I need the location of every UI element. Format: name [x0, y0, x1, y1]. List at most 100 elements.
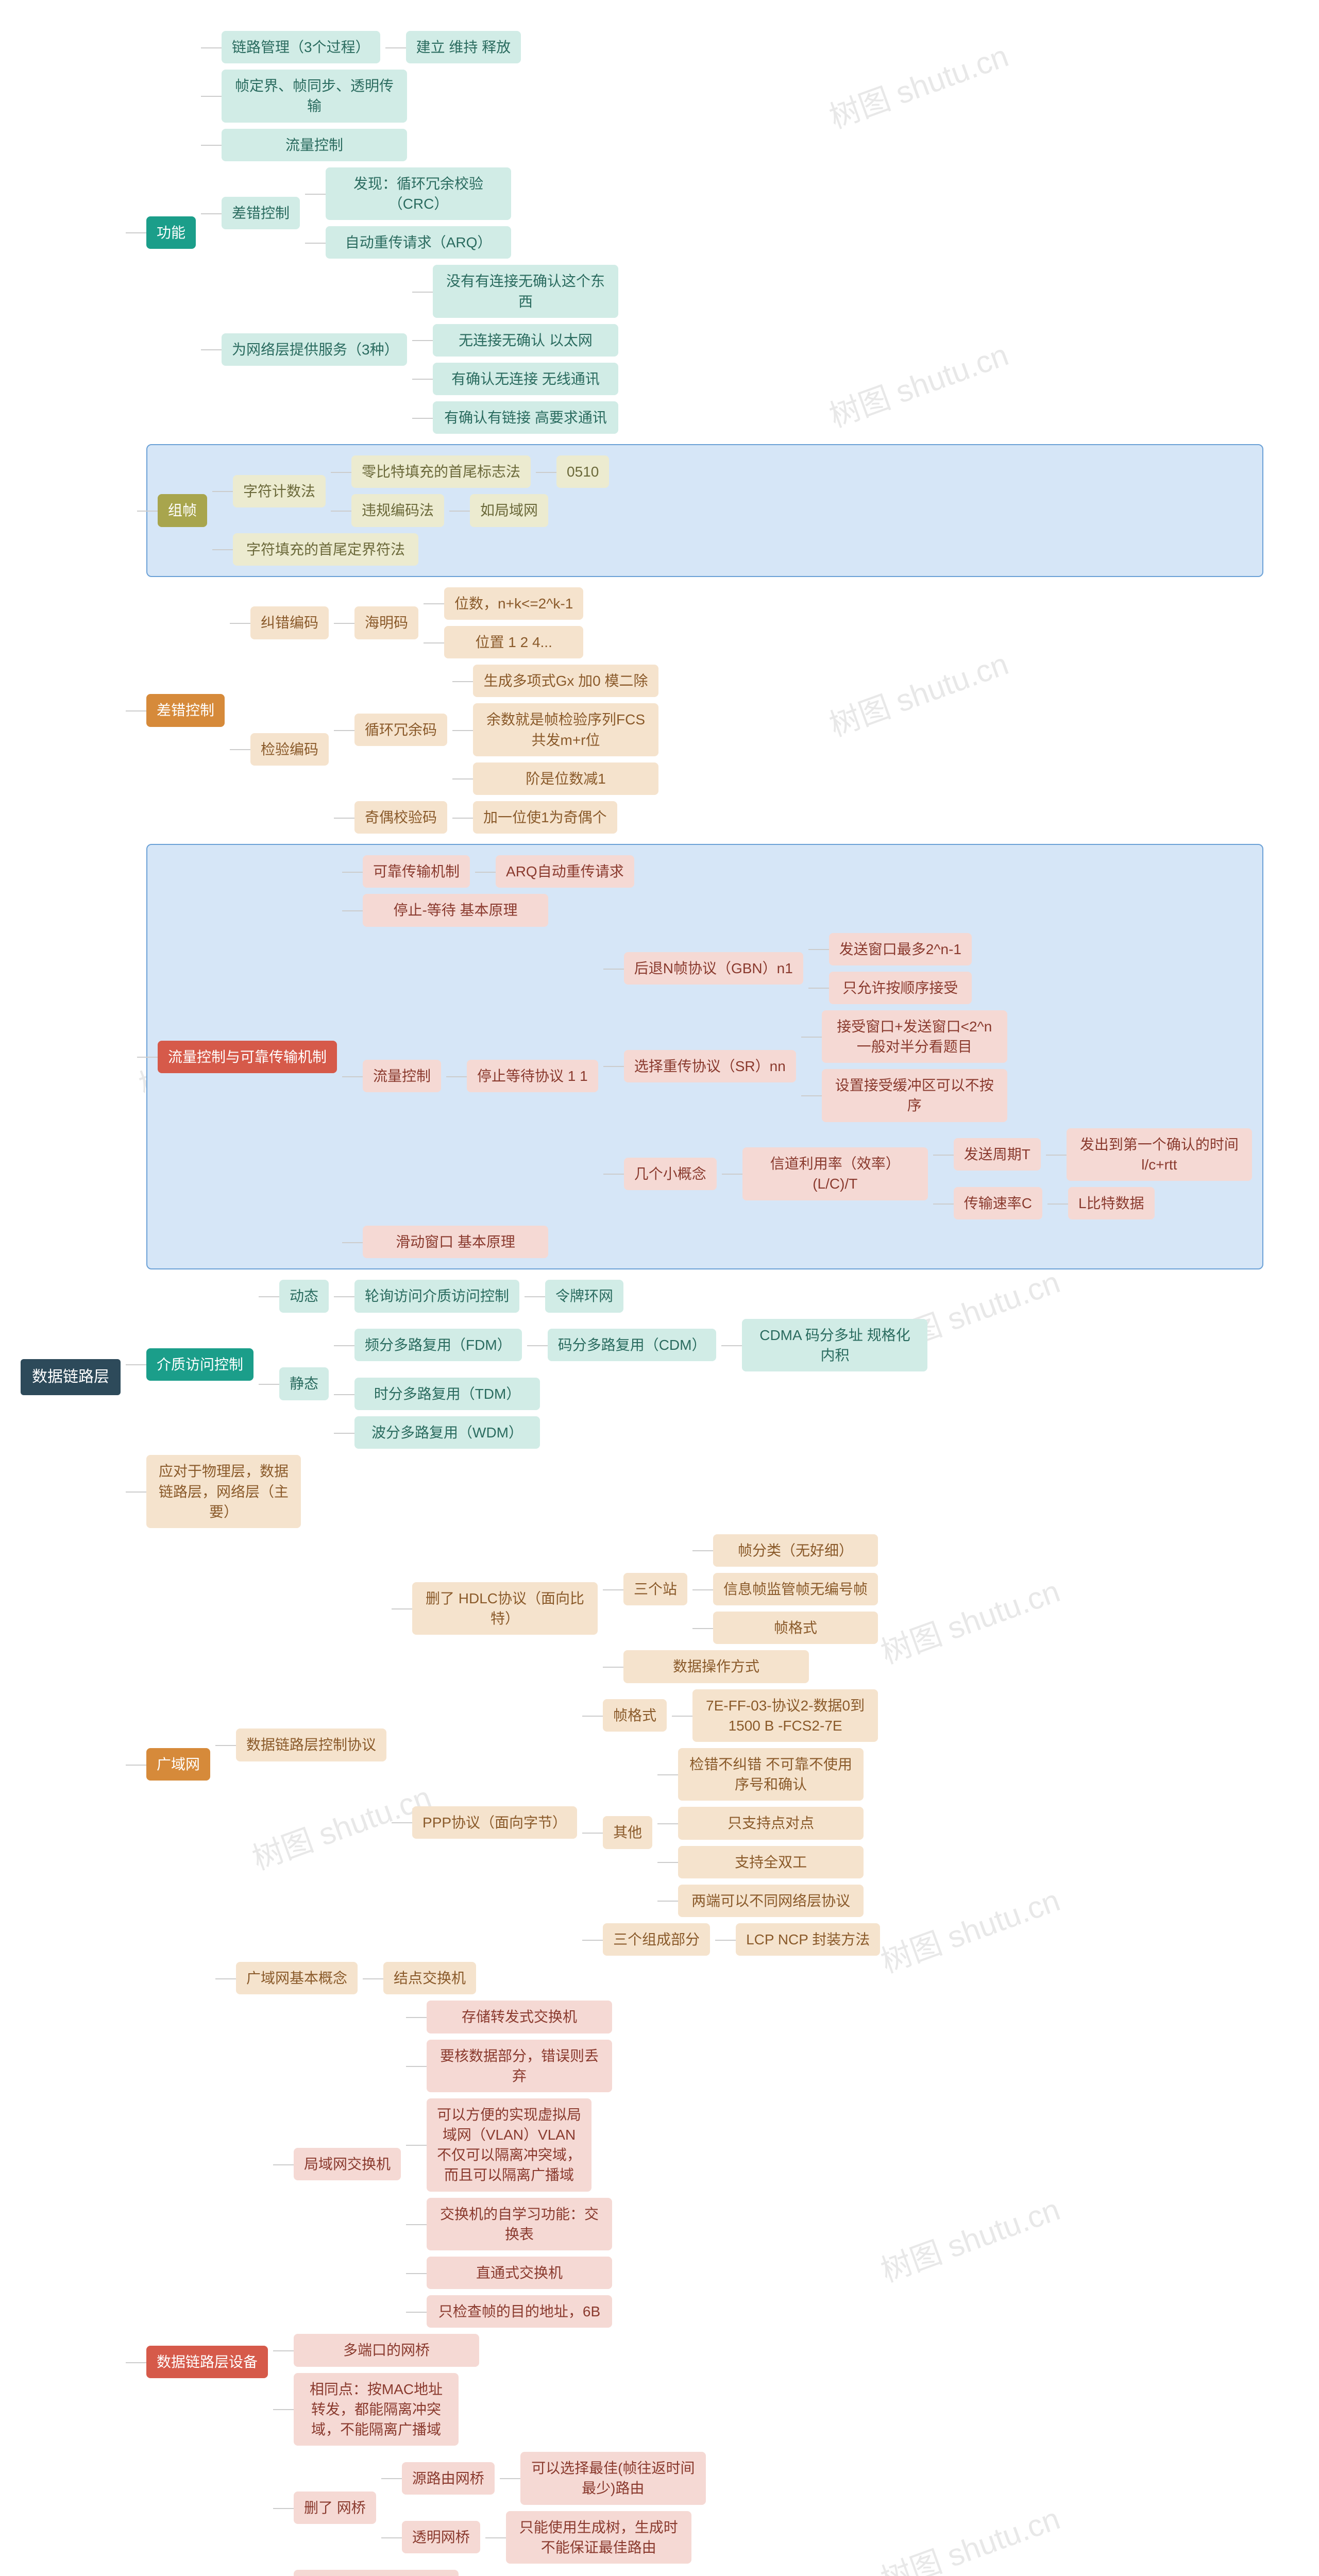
leaf[interactable]: 信道利用率（效率）(L/C)/T	[742, 1147, 928, 1200]
leaf[interactable]: 帧定界、帧同步、透明传输	[222, 70, 407, 122]
leaf[interactable]: 无连接无确认 以太网	[433, 324, 618, 357]
leaf[interactable]: 频分多路复用（FDM）	[354, 1329, 522, 1361]
leaf[interactable]: 静态	[279, 1367, 329, 1400]
leaf[interactable]: 帧格式	[713, 1612, 878, 1644]
leaf[interactable]: LCP NCP 封装方法	[736, 1923, 880, 1956]
leaf[interactable]: 流量控制	[363, 1060, 441, 1092]
leaf[interactable]: 字符计数法	[233, 475, 326, 507]
leaf[interactable]: 字符填充的首尾定界符法	[233, 533, 418, 566]
leaf[interactable]: 三个站	[623, 1573, 687, 1605]
node-devices[interactable]: 数据链路层设备	[146, 2346, 268, 2378]
leaf[interactable]: 轮询访问介质访问控制	[354, 1280, 519, 1312]
leaf[interactable]: 位置 1 2 4...	[444, 626, 583, 658]
leaf[interactable]: 发送周期T	[954, 1138, 1041, 1171]
leaf[interactable]: 奇偶校验码	[354, 801, 447, 834]
leaf[interactable]: PPP协议（面向字节）	[412, 1806, 577, 1839]
leaf[interactable]: 发现：循环冗余校验（CRC）	[326, 167, 511, 220]
leaf[interactable]: 信息帧监管帧无编号帧	[713, 1573, 878, 1605]
branch-wan: 应对于物理层，数据链路层，网络层（主要） 广域网 数据链路层控制协议 删了 HD…	[146, 1455, 1263, 1994]
leaf[interactable]: 工作在MAC子层处理数据对象是帧具有存储转发功能（所以可以连接不同协议的网段）只…	[294, 2570, 459, 2576]
leaf[interactable]: 支持全双工	[678, 1846, 864, 1878]
leaf[interactable]: 设置接受缓冲区可以不按序	[822, 1069, 1007, 1122]
leaf[interactable]: 码分多路复用（CDM）	[548, 1329, 717, 1361]
leaf[interactable]: 加一位使1为奇偶个	[473, 801, 617, 834]
leaf[interactable]: 循环冗余码	[354, 714, 447, 746]
leaf[interactable]: ARQ自动重传请求	[496, 855, 634, 888]
leaf[interactable]: 阶是位数减1	[473, 762, 658, 795]
leaf[interactable]: 停止等待协议 1 1	[467, 1060, 598, 1092]
leaf[interactable]: 删了 网桥	[294, 2492, 376, 2524]
leaf[interactable]: 发送窗口最多2^n-1	[829, 933, 972, 965]
leaf[interactable]: 源路由网桥	[402, 2462, 495, 2495]
leaf[interactable]: 帧格式	[603, 1699, 667, 1732]
leaf[interactable]: 令牌环网	[545, 1280, 623, 1312]
leaf[interactable]: L比特数据	[1068, 1187, 1155, 1219]
node-flow-reliable[interactable]: 流量控制与可靠传输机制	[158, 1041, 337, 1073]
leaf[interactable]: 可以方便的实现虚拟局域网（VLAN）VLAN不仅可以隔离冲突域，而且可以隔离广播…	[427, 2098, 591, 2192]
leaf[interactable]: 时分多路复用（TDM）	[354, 1378, 540, 1410]
leaf[interactable]: 生成多项式Gx 加0 模二除	[473, 665, 658, 697]
leaf[interactable]: 选择重传协议（SR）nn	[624, 1050, 796, 1082]
leaf[interactable]: 为网络层提供服务（3种）	[222, 333, 407, 366]
leaf[interactable]: 滑动窗口 基本原理	[363, 1226, 548, 1258]
leaf[interactable]: 建立 维持 释放	[406, 31, 521, 63]
node-error-control[interactable]: 差错控制	[146, 694, 225, 726]
leaf[interactable]: CDMA 码分多址 规格化内积	[742, 1319, 927, 1371]
leaf[interactable]: 检验编码	[250, 733, 329, 766]
leaf[interactable]: 后退N帧协议（GBN）n1	[624, 952, 803, 985]
leaf[interactable]: 海明码	[354, 606, 418, 639]
leaf[interactable]: 可以选择最佳(帧往返时间最少)路由	[520, 2452, 706, 2504]
leaf[interactable]: 违规编码法	[351, 494, 444, 527]
leaf[interactable]: 只能使用生成树，生成时不能保证最佳路由	[506, 2511, 691, 2564]
node-framing[interactable]: 组帧	[158, 494, 207, 527]
leaf[interactable]: 0510	[556, 455, 609, 488]
node-functions[interactable]: 功能	[146, 216, 196, 249]
leaf[interactable]: 自动重传请求（ARQ）	[326, 226, 511, 259]
leaf[interactable]: 检错不纠错 不可靠不使用序号和确认	[678, 1748, 864, 1801]
leaf[interactable]: 应对于物理层，数据链路层，网络层（主要）	[146, 1455, 301, 1528]
leaf[interactable]: 相同点：按MAC地址转发，都能隔离冲突域，不能隔离广播域	[294, 2373, 459, 2446]
leaf[interactable]: 波分多路复用（WDM）	[354, 1416, 540, 1449]
leaf[interactable]: 数据链路层控制协议	[236, 1728, 386, 1761]
leaf[interactable]: 发出到第一个确认的时间 l/c+rtt	[1067, 1128, 1252, 1181]
leaf[interactable]: 位数，n+k<=2^k-1	[444, 587, 583, 620]
leaf[interactable]: 传输速率C	[954, 1187, 1042, 1219]
leaf[interactable]: 存储转发式交换机	[427, 2001, 612, 2033]
leaf[interactable]: 没有有连接无确认这个东西	[433, 265, 618, 317]
leaf[interactable]: 停止-等待 基本原理	[363, 894, 548, 926]
leaf[interactable]: 交换机的自学习功能：交换表	[427, 2198, 612, 2250]
leaf[interactable]: 只允许按顺序接受	[829, 972, 972, 1004]
leaf[interactable]: 7E-FF-03-协议2-数据0到1500 B -FCS2-7E	[692, 1689, 878, 1742]
node-mac[interactable]: 介质访问控制	[146, 1348, 253, 1381]
leaf[interactable]: 三个组成部分	[603, 1923, 710, 1956]
leaf[interactable]: 帧分类（无好细）	[713, 1534, 878, 1567]
leaf[interactable]: 只检查帧的目的地址，6B	[427, 2295, 612, 2328]
root-node[interactable]: 数据链路层	[21, 1359, 121, 1395]
leaf[interactable]: 余数就是帧检验序列FCS 共发m+r位	[473, 703, 658, 756]
leaf[interactable]: 多端口的网桥	[294, 2334, 479, 2366]
leaf[interactable]: 两端可以不同网络层协议	[678, 1885, 864, 1917]
leaf[interactable]: 其他	[603, 1816, 652, 1849]
leaf[interactable]: 差错控制	[222, 197, 300, 229]
leaf[interactable]: 只支持点对点	[678, 1807, 864, 1839]
leaf[interactable]: 局域网交换机	[294, 2148, 401, 2180]
leaf[interactable]: 有确认无连接 无线通讯	[433, 363, 618, 395]
leaf[interactable]: 可靠传输机制	[363, 855, 470, 888]
leaf[interactable]: 链路管理（3个过程）	[222, 31, 380, 63]
leaf[interactable]: 结点交换机	[383, 1962, 476, 1994]
leaf[interactable]: 数据操作方式	[623, 1650, 809, 1683]
leaf[interactable]: 广域网基本概念	[236, 1962, 358, 1994]
leaf[interactable]: 纠错编码	[250, 606, 329, 639]
leaf[interactable]: 动态	[279, 1280, 329, 1312]
leaf[interactable]: 零比特填充的首尾标志法	[351, 455, 531, 488]
leaf[interactable]: 要核数据部分，错误则丢弃	[427, 2040, 612, 2092]
node-wan[interactable]: 广域网	[146, 1748, 210, 1781]
leaf[interactable]: 有确认有链接 高要求通讯	[433, 401, 618, 434]
leaf[interactable]: 流量控制	[222, 129, 407, 161]
leaf[interactable]: 直通式交换机	[427, 2257, 612, 2289]
leaf[interactable]: 透明网桥	[402, 2521, 480, 2553]
leaf[interactable]: 接受窗口+发送窗口<2^n 一般对半分看题目	[822, 1010, 1007, 1063]
leaf[interactable]: 如局域网	[470, 494, 548, 527]
leaf[interactable]: 几个小概念	[624, 1158, 717, 1190]
leaf[interactable]: 删了 HDLC协议（面向比特）	[412, 1582, 598, 1635]
